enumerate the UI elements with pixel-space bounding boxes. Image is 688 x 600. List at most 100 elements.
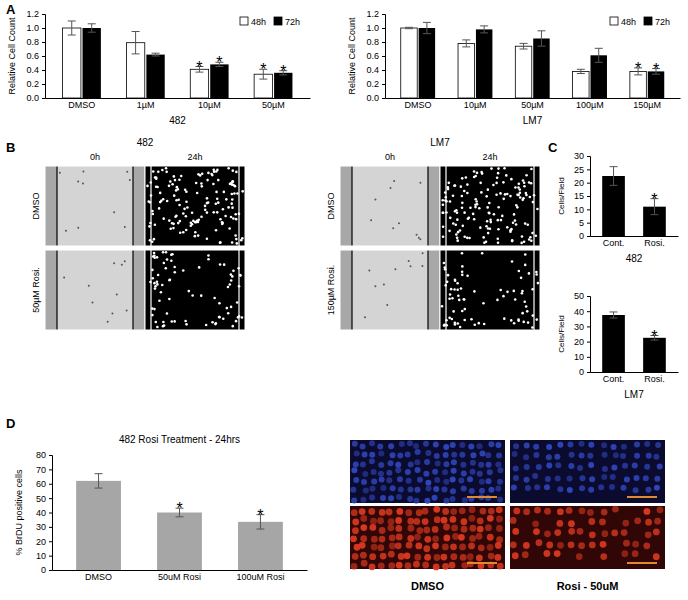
micrograph-nucleus [495, 542, 502, 549]
error-bar [132, 32, 140, 54]
image-cell [466, 192, 469, 195]
y-tick-mark [587, 326, 590, 327]
image-texture [418, 237, 420, 239]
micrograph-nucleus [470, 469, 476, 475]
micrograph-nucleus [435, 461, 441, 467]
micrograph-nucleus [395, 462, 401, 468]
x-tick-label: 100µM [576, 100, 604, 110]
image-cell [478, 207, 481, 210]
micrograph-nucleus [609, 484, 615, 490]
micrograph-nucleus [452, 533, 459, 540]
micrograph-nucleus [451, 524, 458, 531]
x-tick: Cont. [603, 372, 625, 384]
image-cell [463, 298, 466, 301]
image-background [145, 250, 245, 330]
micrograph-nucleus [351, 498, 357, 504]
image-cell [456, 218, 459, 221]
error-bar [595, 48, 603, 62]
micrograph-nucleus [654, 518, 661, 525]
image-cell [166, 200, 169, 203]
image-cell [512, 221, 515, 224]
micrograph-nucleus [352, 553, 359, 560]
micrograph-nucleus [488, 508, 495, 515]
image-cell [505, 174, 508, 177]
error-bar-cap [95, 473, 103, 474]
image-row-label: DMSO [326, 193, 336, 220]
micrograph-nucleus [599, 519, 606, 526]
image-cell [191, 211, 194, 214]
micrograph-nucleus [451, 452, 457, 458]
bar [533, 39, 549, 99]
micrograph-nucleus [432, 495, 438, 501]
micrograph-nucleus [396, 534, 403, 541]
image-cell [485, 195, 488, 198]
micrograph-nucleus [390, 485, 396, 491]
image-cell [227, 206, 230, 209]
image-cell [463, 235, 466, 238]
image-texture [65, 230, 67, 232]
micrograph-nucleus [461, 526, 468, 533]
image-cell [230, 216, 233, 219]
image-cell [157, 274, 160, 277]
image-border [45, 166, 145, 246]
image-cell [154, 176, 157, 179]
image-cell [200, 182, 203, 185]
y-tick: 10 [574, 352, 590, 362]
x-axis: DMSO10µM50µM100µM150µM [386, 98, 681, 110]
x-tick-label: DMSO [85, 572, 112, 582]
image-cell [511, 260, 514, 263]
image-cell [224, 215, 227, 218]
error-bar-cap [595, 48, 603, 49]
image-texture [124, 260, 126, 262]
image-cell [166, 312, 169, 315]
y-tick-mark [49, 556, 52, 557]
significance: * [260, 61, 266, 78]
y-tick-mark [42, 14, 45, 15]
image-cell [517, 186, 520, 189]
bar [602, 315, 625, 372]
micrograph-nucleus [441, 517, 448, 524]
micrograph-nucleus [654, 485, 660, 491]
y-tick-mark [587, 311, 590, 312]
image-cell [195, 182, 198, 185]
micrograph-nucleus [442, 544, 449, 551]
image-cell [461, 274, 464, 277]
image-cell [442, 212, 445, 215]
image-cell [535, 318, 538, 321]
y-tick-label: 0.0 [26, 93, 39, 103]
wound-edge [533, 250, 534, 330]
micrograph-nucleus [433, 564, 440, 571]
image-cell [474, 203, 477, 206]
y-tick-label: 30 [36, 522, 46, 532]
micrograph-nucleus [461, 471, 467, 477]
micrograph-nucleus [653, 529, 660, 536]
micrograph-nucleus [513, 475, 519, 481]
image-cell [521, 290, 524, 293]
image-cell [530, 168, 533, 171]
micrograph-nucleus [407, 487, 413, 493]
image-cell [222, 208, 225, 211]
error-bar-cap [610, 185, 618, 186]
micrograph-nucleus [396, 494, 402, 500]
x-tick: 100µM [576, 98, 604, 110]
image-texture [63, 276, 65, 278]
y-tick-mark [42, 70, 45, 71]
image-cell [154, 321, 157, 324]
image-cell [513, 290, 516, 293]
micrograph-nucleus [407, 496, 413, 502]
micrograph-nucleus [485, 524, 492, 531]
micrograph-nucleus [524, 464, 530, 470]
image-cell [497, 241, 500, 244]
image-cell [170, 260, 173, 263]
y-tick: 0 [579, 231, 590, 241]
image-texture [421, 265, 423, 267]
micrograph-nucleus [610, 474, 616, 480]
micrograph-nucleus [369, 563, 376, 570]
image-cell [454, 184, 457, 187]
micrograph [340, 166, 440, 246]
micrograph-nucleus [497, 479, 503, 485]
wound-edge [351, 166, 352, 246]
image-cell [473, 323, 476, 326]
image-border [440, 166, 540, 246]
image-background [340, 250, 440, 330]
